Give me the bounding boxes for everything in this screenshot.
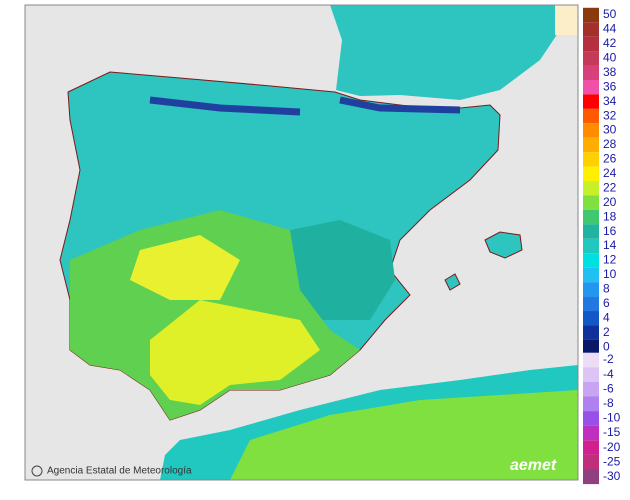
legend-swatch — [583, 396, 599, 412]
legend-label: 28 — [603, 137, 617, 151]
legend-label: -2 — [603, 352, 614, 366]
legend-label: 36 — [603, 79, 617, 93]
france — [330, 5, 560, 100]
legend-label: 16 — [603, 224, 617, 238]
legend-swatch — [583, 267, 599, 283]
legend-swatch — [583, 65, 599, 80]
legend-label: 10 — [603, 267, 617, 281]
legend-label: -25 — [603, 454, 621, 468]
legend-label: 18 — [603, 209, 617, 223]
legend-swatch — [583, 166, 599, 182]
legend-label: 0 — [603, 339, 610, 353]
warm-region — [150, 300, 320, 405]
legend-label: -30 — [603, 469, 621, 483]
frame — [24, 4, 579, 481]
legend-label: 32 — [603, 108, 617, 122]
legend-swatch — [583, 181, 599, 196]
legend-label: 34 — [603, 94, 617, 108]
legend-label: -20 — [603, 440, 621, 454]
legend-label: 2 — [603, 325, 610, 339]
legend: 5044424038363432302826242220181614121086… — [583, 7, 621, 485]
legend-swatch — [583, 209, 599, 225]
legend-label: 40 — [603, 50, 617, 64]
legend-swatch — [583, 7, 599, 23]
credit: Agencia Estatal de Meteorología — [47, 466, 192, 477]
pyrenees — [149, 96, 461, 116]
legend-swatch — [583, 36, 599, 52]
africa-warm — [230, 390, 578, 480]
legend-swatch — [583, 454, 599, 470]
warm-region — [130, 235, 240, 300]
legend-label: 44 — [603, 22, 617, 36]
legend-label: 26 — [603, 152, 617, 166]
map — [24, 4, 579, 481]
legend-swatch — [583, 79, 599, 95]
legend-swatch — [583, 367, 599, 382]
legend-label: 14 — [603, 238, 617, 252]
logo: aemet — [510, 457, 557, 474]
legend-swatch — [583, 224, 599, 239]
legend-label: 6 — [603, 296, 610, 310]
legend-swatch — [583, 469, 599, 485]
legend-swatch — [583, 282, 599, 297]
legend-swatch — [583, 51, 599, 66]
legend-swatch — [583, 425, 599, 441]
alps-area — [555, 5, 578, 35]
legend-label: 50 — [603, 7, 617, 21]
legend-swatch — [583, 22, 599, 37]
legend-swatch — [583, 137, 599, 153]
legend-swatch — [583, 411, 599, 426]
legend-label: 24 — [603, 166, 617, 180]
legend-swatch — [583, 325, 599, 340]
copyright-icon — [31, 465, 43, 477]
legend-swatch — [583, 195, 599, 210]
legend-swatch — [583, 352, 599, 368]
legend-label: -4 — [603, 367, 614, 381]
legend-label: 30 — [603, 123, 617, 137]
legend-label: 12 — [603, 253, 617, 267]
ibiza — [444, 273, 461, 291]
mallorca — [484, 231, 523, 259]
legend-swatch — [583, 311, 599, 326]
legend-label: -10 — [603, 411, 621, 425]
legend-label: 8 — [603, 282, 610, 296]
legend-swatch — [583, 381, 599, 397]
legend-label: -15 — [603, 425, 621, 439]
legend-label: 22 — [603, 180, 617, 194]
interior — [290, 220, 395, 320]
legend-swatch — [583, 94, 599, 109]
legend-swatch — [583, 123, 599, 138]
legend-swatch — [583, 238, 599, 254]
legend-swatch — [583, 152, 599, 167]
legend-swatch — [583, 108, 599, 124]
legend-swatch — [583, 339, 599, 355]
legend-label: 4 — [603, 310, 610, 324]
legend-label: -6 — [603, 381, 614, 395]
legend-label: 38 — [603, 65, 617, 79]
legend-swatch — [583, 253, 599, 268]
legend-swatch — [583, 440, 599, 455]
legend-swatch — [583, 296, 599, 312]
legend-label: -8 — [603, 396, 614, 410]
legend-label: 42 — [603, 36, 617, 50]
legend-label: 20 — [603, 195, 617, 209]
